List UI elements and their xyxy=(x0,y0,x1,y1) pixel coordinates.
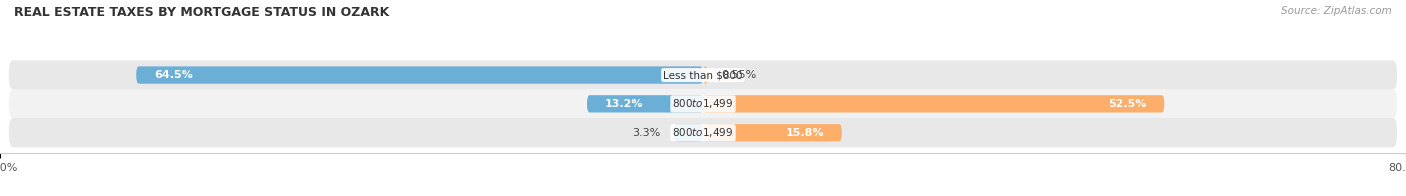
FancyBboxPatch shape xyxy=(8,60,1398,90)
Text: 3.3%: 3.3% xyxy=(633,128,661,138)
Text: REAL ESTATE TAXES BY MORTGAGE STATUS IN OZARK: REAL ESTATE TAXES BY MORTGAGE STATUS IN … xyxy=(14,6,389,19)
FancyBboxPatch shape xyxy=(8,118,1398,147)
Text: 64.5%: 64.5% xyxy=(153,70,193,80)
Text: $800 to $1,499: $800 to $1,499 xyxy=(672,126,734,139)
Text: 15.8%: 15.8% xyxy=(786,128,824,138)
Text: 52.5%: 52.5% xyxy=(1108,99,1147,109)
Text: $800 to $1,499: $800 to $1,499 xyxy=(672,97,734,110)
Legend: Without Mortgage, With Mortgage: Without Mortgage, With Mortgage xyxy=(588,192,818,196)
Text: 0.55%: 0.55% xyxy=(721,70,756,80)
FancyBboxPatch shape xyxy=(136,66,703,84)
Text: Source: ZipAtlas.com: Source: ZipAtlas.com xyxy=(1281,6,1392,16)
FancyBboxPatch shape xyxy=(703,124,842,141)
FancyBboxPatch shape xyxy=(673,124,703,141)
Text: Less than $800: Less than $800 xyxy=(664,70,742,80)
FancyBboxPatch shape xyxy=(703,95,1164,113)
FancyBboxPatch shape xyxy=(588,95,703,113)
Text: 13.2%: 13.2% xyxy=(605,99,643,109)
FancyBboxPatch shape xyxy=(8,89,1398,119)
FancyBboxPatch shape xyxy=(703,66,707,84)
